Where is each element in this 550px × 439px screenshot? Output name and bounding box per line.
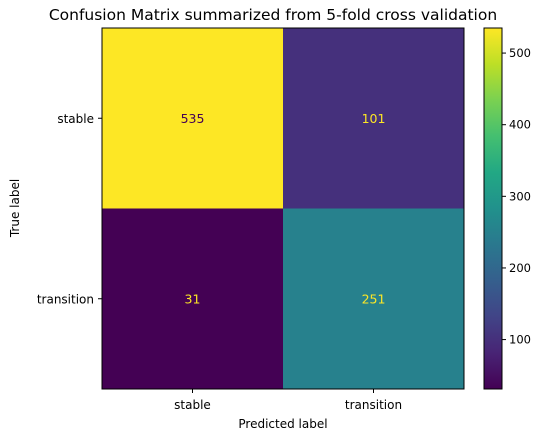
- colorbar-ticks: 100 200 300 400 500: [502, 46, 531, 347]
- heatmap-cell: [102, 208, 283, 389]
- cell-annotations: 535 101 31 251: [181, 111, 386, 307]
- colorbar-tick-label: 200: [509, 261, 531, 275]
- x-tick-label: stable: [174, 398, 211, 412]
- colorbar-tick-label: 500: [509, 46, 531, 60]
- heatmap-cell: [102, 28, 283, 209]
- colorbar-tick-label: 400: [509, 118, 531, 132]
- heatmap-cell: [283, 28, 464, 209]
- cell-value-label: 535: [181, 111, 205, 126]
- y-tick-label: transition: [37, 292, 94, 306]
- cell-value-label: 31: [185, 291, 201, 306]
- y-tick-label: stable: [57, 112, 94, 126]
- x-axis: stable transition: [174, 389, 402, 412]
- colorbar: 100 200 300 400 500: [483, 27, 531, 390]
- colorbar-tick-label: 300: [509, 189, 531, 203]
- cell-value-label: 101: [362, 111, 386, 126]
- x-axis-label: Predicted label: [238, 417, 327, 431]
- chart-title: Confusion Matrix summarized from 5-fold …: [49, 6, 497, 24]
- cell-value-label: 251: [362, 291, 386, 306]
- colorbar-tick-label: 100: [509, 333, 531, 347]
- y-axis-label: True label: [8, 179, 22, 238]
- x-tick-label: transition: [345, 398, 402, 412]
- y-axis: stable transition: [37, 112, 102, 306]
- heatmap-cell: [283, 208, 464, 389]
- colorbar-gradient: [483, 27, 503, 390]
- heatmap-cells: [102, 28, 464, 389]
- plot-frame: [101, 27, 465, 390]
